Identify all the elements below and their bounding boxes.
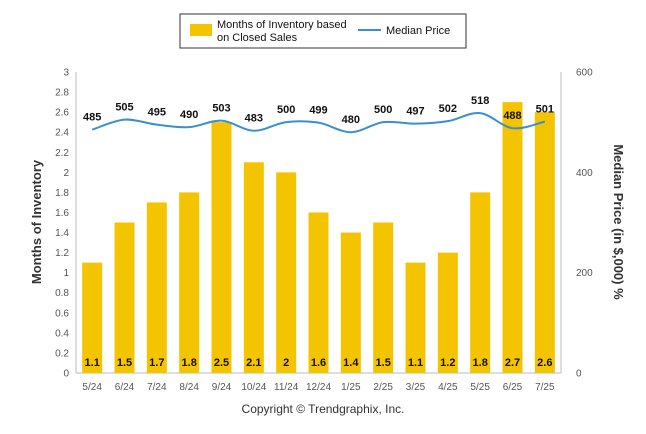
bar xyxy=(114,222,135,373)
y-right-tick-label: 600 xyxy=(576,68,593,79)
y-left-tick-label: 2.4 xyxy=(55,128,69,139)
median-price-label: 499 xyxy=(309,105,327,117)
bar-value-label: 1.6 xyxy=(311,357,326,369)
x-tick-label: 6/24 xyxy=(115,382,135,393)
y-left-tick-label: 1.2 xyxy=(55,248,69,259)
bar-value-label: 2.6 xyxy=(537,357,552,369)
bar xyxy=(308,212,329,373)
bar xyxy=(534,112,555,373)
y-right-ticks: 0 200 400 600 xyxy=(576,68,593,380)
x-tick-label: 11/24 xyxy=(274,382,299,393)
y-left-ticks: 0 0.2 0.4 0.6 0.8 1 1.2 1.4 1.6 1.8 2 2.2 2.4 2.6 2.8 3 xyxy=(55,68,69,380)
bar xyxy=(437,252,458,373)
y-left-tick-label: 2 xyxy=(63,168,69,179)
y-right-tick-label: 200 xyxy=(576,268,593,279)
y-left-axis-title: Months of Inventory xyxy=(29,159,44,284)
y-right-tick-label: 400 xyxy=(576,168,593,179)
median-price-label: 497 xyxy=(406,106,424,118)
y-left-tick-label: 2.2 xyxy=(55,148,69,159)
legend-bar-label-line1: Months of Inventory based xyxy=(217,19,347,31)
price-line xyxy=(91,112,546,134)
legend-box xyxy=(179,13,467,49)
median-price-line xyxy=(91,112,546,134)
x-tick-label: 12/24 xyxy=(306,382,331,393)
median-price-label: 505 xyxy=(115,102,133,114)
median-price-label: 502 xyxy=(439,103,457,115)
bar xyxy=(82,262,103,373)
y-left-tick-label: 1 xyxy=(63,268,69,279)
x-tick-label: 3/25 xyxy=(406,382,426,393)
legend-line-label: Median Price xyxy=(386,25,450,37)
bar xyxy=(146,202,167,373)
median-price-label: 495 xyxy=(148,107,166,119)
x-tick-label: 1/25 xyxy=(341,382,361,393)
y-left-tick-label: 0.8 xyxy=(55,288,69,299)
x-tick-label: 5/25 xyxy=(470,382,490,393)
bar-value-label: 1.4 xyxy=(343,357,359,369)
y-left-tick-label: 1.4 xyxy=(55,228,69,239)
bar xyxy=(405,262,426,373)
y-left-tick-label: 2.8 xyxy=(55,88,69,99)
x-tick-label: 5/24 xyxy=(82,382,102,393)
y-left-tick-label: 0 xyxy=(63,369,69,380)
bar-value-label: 1.8 xyxy=(182,357,197,369)
bars xyxy=(82,102,555,374)
bar-value-label: 1.1 xyxy=(408,357,423,369)
bar xyxy=(470,192,491,373)
median-price-label: 490 xyxy=(180,109,198,121)
x-tick-label: 10/24 xyxy=(241,382,266,393)
bar xyxy=(340,232,361,373)
x-tick-label: 4/25 xyxy=(438,382,458,393)
y-left-tick-label: 1.6 xyxy=(55,208,69,219)
bar xyxy=(373,222,394,373)
y-right-tick-label: 0 xyxy=(576,369,582,380)
x-tick-label: 2/25 xyxy=(373,382,393,393)
median-price-label: 503 xyxy=(212,103,230,115)
legend: Months of Inventory based on Closed Sale… xyxy=(179,13,467,49)
price-labels: 485 505 495 490 503 483 500 499 480 500 497 502 518 4… xyxy=(83,95,554,126)
x-tick-label: 6/25 xyxy=(503,382,523,393)
bar xyxy=(502,102,523,373)
bar-value-label: 1.1 xyxy=(85,357,100,369)
x-tick-label: 7/24 xyxy=(147,382,167,393)
bar-value-label: 1.5 xyxy=(117,357,132,369)
median-price-label: 500 xyxy=(374,104,392,116)
bar xyxy=(276,172,297,373)
median-price-label: 480 xyxy=(342,114,360,126)
y-right-axis-title: Median Price (in $,000) % xyxy=(611,144,626,300)
bar-value-label: 1.7 xyxy=(149,357,164,369)
bar-labels: 1.1 1.5 1.7 1.8 2.5 2.1 2 1.6 1.4 1.5 1.1 1.2 1.8 2.7… xyxy=(85,357,553,369)
y-left-tick-label: 0.6 xyxy=(55,308,69,319)
median-price-label: 485 xyxy=(83,112,101,124)
bar-value-label: 2.7 xyxy=(505,357,520,369)
x-ticks: 5/24 6/24 7/24 8/24 9/24 10/24 11/24 12/24 1/25 2… xyxy=(82,382,555,393)
x-tick-label: 7/25 xyxy=(535,382,555,393)
median-price-label: 488 xyxy=(503,110,521,122)
bar xyxy=(243,162,264,373)
median-price-label: 500 xyxy=(277,104,295,116)
x-tick-label: 8/24 xyxy=(179,382,199,393)
y-left-tick-label: 3 xyxy=(63,68,69,79)
x-tick-label: 9/24 xyxy=(212,382,232,393)
legend-bar-swatch xyxy=(190,24,212,36)
bar-value-label: 2.5 xyxy=(214,357,229,369)
median-price-label: 501 xyxy=(536,104,554,116)
bar xyxy=(179,192,200,373)
y-left-tick-label: 0.4 xyxy=(55,328,69,339)
copyright-text: Copyright © Trendgraphix, Inc. xyxy=(242,402,405,416)
legend-bar-label-line2: on Closed Sales xyxy=(217,32,298,44)
bar xyxy=(211,122,232,374)
median-price-label: 483 xyxy=(245,113,263,125)
median-price-label: 518 xyxy=(471,95,489,107)
bar-value-label: 1.5 xyxy=(376,357,391,369)
bar-value-label: 1.2 xyxy=(440,357,455,369)
bar-value-label: 1.8 xyxy=(473,357,488,369)
y-left-tick-label: 0.2 xyxy=(55,348,69,359)
y-left-tick-label: 1.8 xyxy=(55,188,69,199)
bar-value-label: 2 xyxy=(283,357,289,369)
y-left-tick-label: 2.6 xyxy=(55,108,69,119)
bar-value-label: 2.1 xyxy=(246,357,261,369)
